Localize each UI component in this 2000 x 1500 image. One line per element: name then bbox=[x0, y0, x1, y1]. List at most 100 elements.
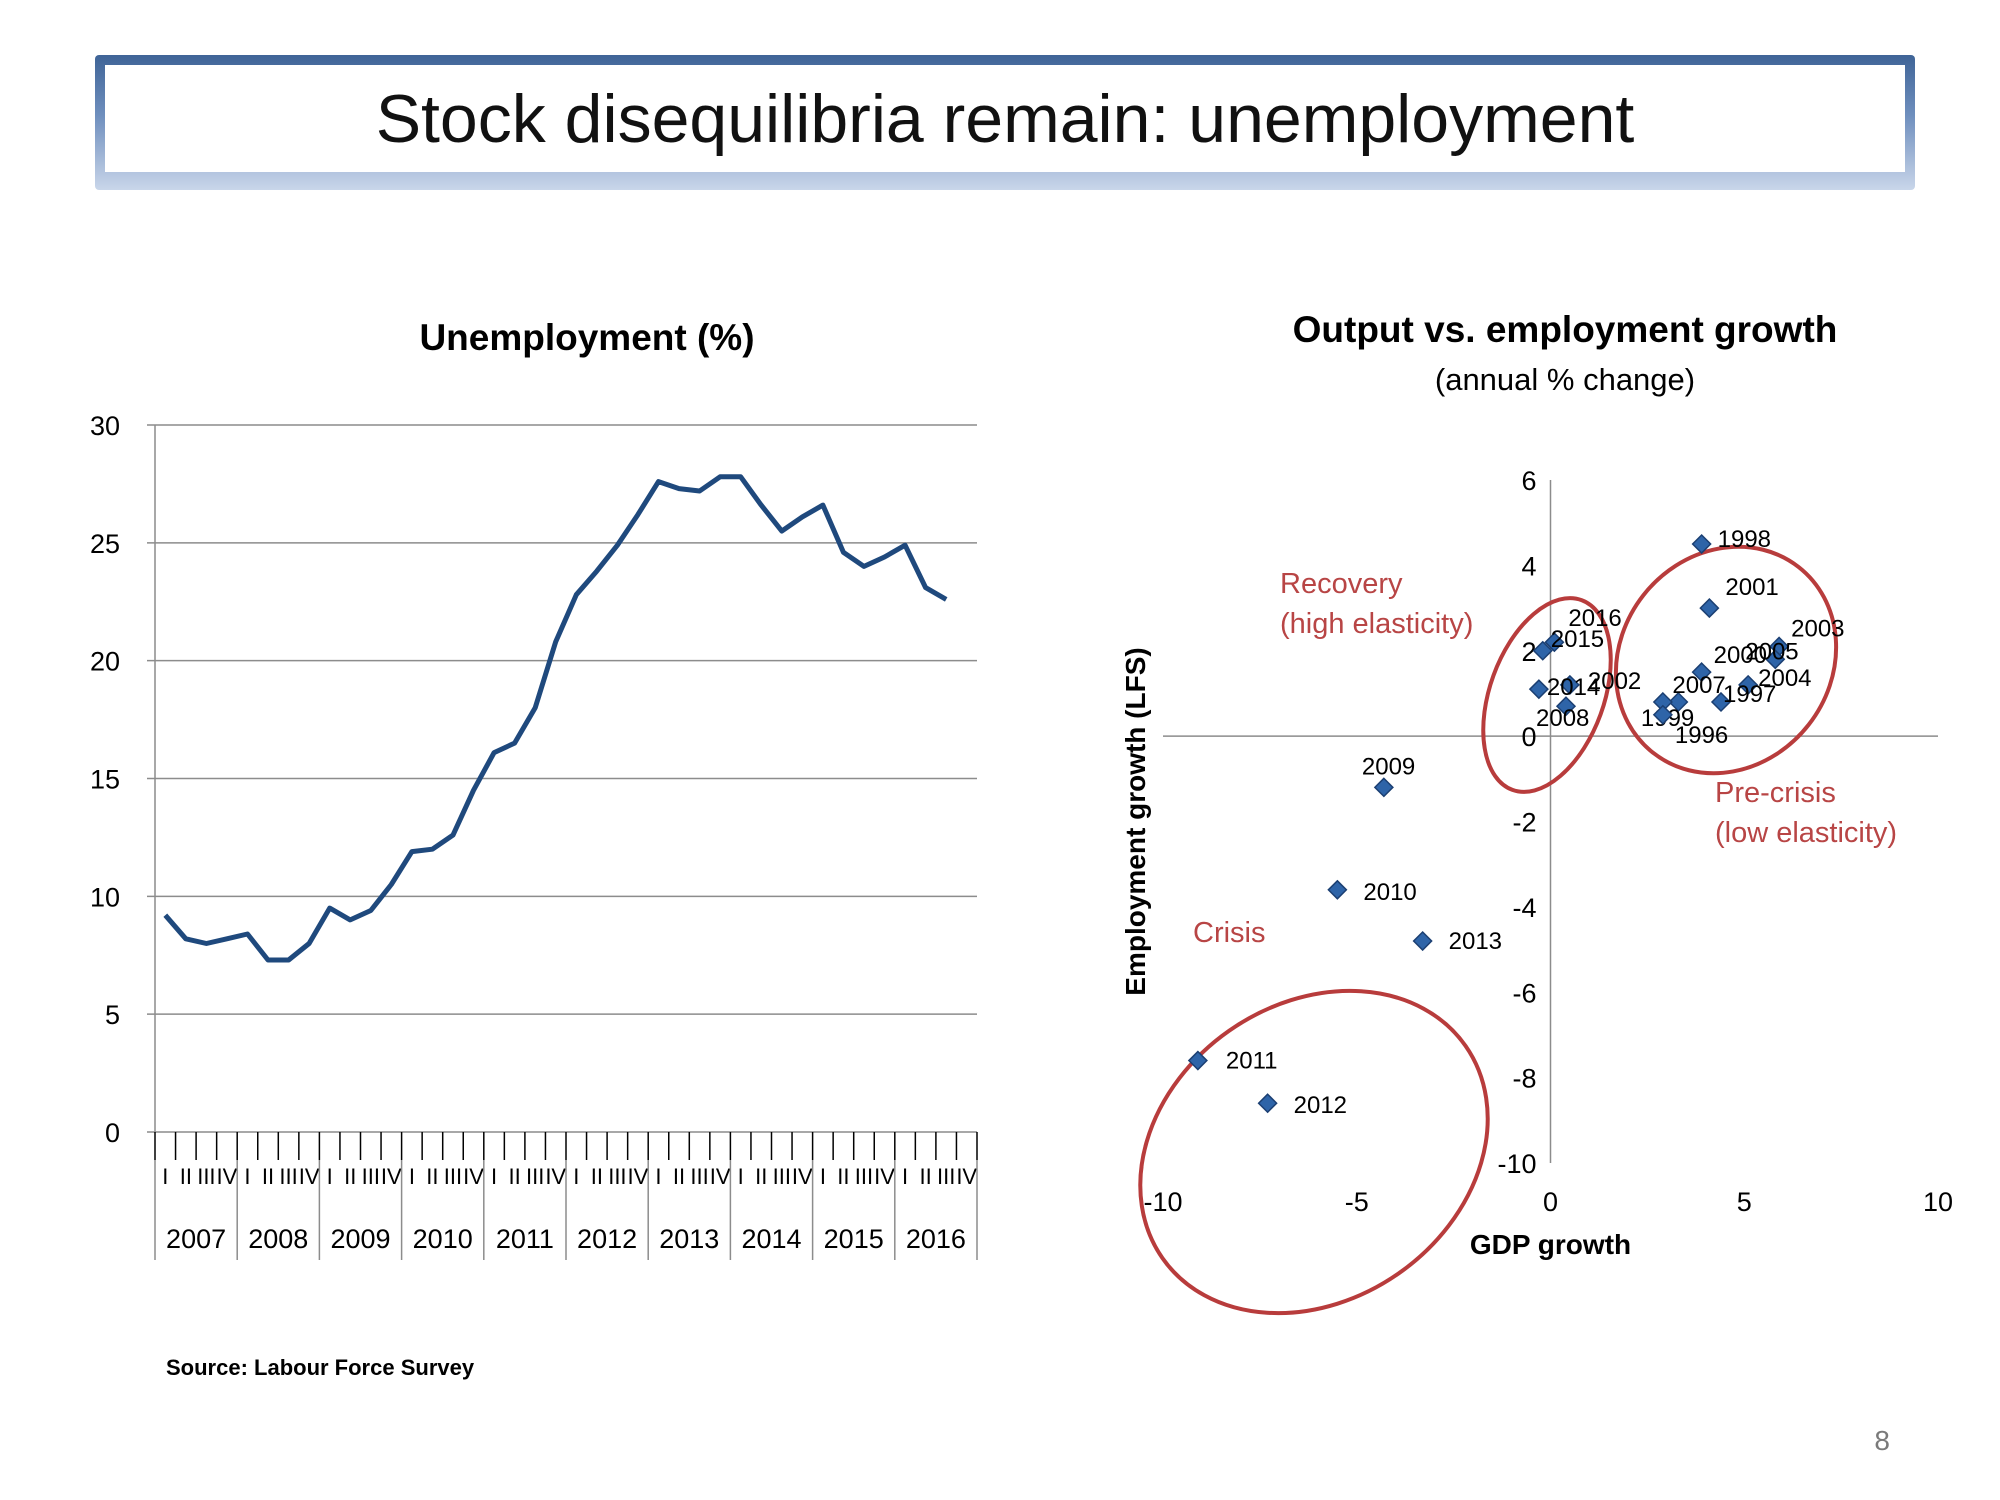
year-label: 2012 bbox=[577, 1224, 637, 1254]
point-label: 2008 bbox=[1536, 705, 1589, 732]
scatter-y-tick-label: 6 bbox=[1521, 466, 1536, 496]
y-tick-label: 0 bbox=[105, 1118, 120, 1148]
annotation-text: Crisis bbox=[1193, 917, 1266, 949]
quarter-label: II bbox=[837, 1164, 849, 1189]
year-label: 2009 bbox=[330, 1224, 390, 1254]
point-label: 2007 bbox=[1672, 672, 1725, 699]
quarter-label: III bbox=[279, 1164, 297, 1189]
quarter-label: IV bbox=[217, 1164, 238, 1189]
scatter-x-axis-label: GDP growth bbox=[1470, 1229, 1631, 1260]
scatter-point bbox=[1555, 696, 1577, 717]
quarter-label: II bbox=[509, 1164, 521, 1189]
scatter-point bbox=[1710, 691, 1732, 713]
scatter-y-tick-label: -4 bbox=[1512, 893, 1536, 923]
quarter-label: III bbox=[197, 1164, 215, 1189]
point-label: 2000 bbox=[1714, 642, 1767, 669]
year-label: 2014 bbox=[741, 1224, 801, 1254]
scatter-point bbox=[1691, 662, 1712, 683]
y-tick-label: 25 bbox=[90, 529, 120, 559]
y-tick-label: 20 bbox=[90, 647, 120, 677]
year-label: 2016 bbox=[906, 1224, 966, 1254]
scatter-point bbox=[1738, 674, 1759, 695]
scatter-subtitle: (annual % change) bbox=[1435, 362, 1695, 397]
scatter-title: Output vs. employment growth bbox=[1293, 309, 1838, 350]
quarter-label: IV bbox=[299, 1164, 320, 1189]
scatter-point bbox=[1652, 704, 1673, 725]
quarter-label: IV bbox=[463, 1164, 484, 1189]
scatter-x-tick-label: -5 bbox=[1345, 1187, 1369, 1217]
quarter-label: II bbox=[180, 1164, 192, 1189]
y-tick-label: 15 bbox=[90, 765, 120, 795]
crisis-ellipse bbox=[1138, 988, 1490, 1316]
annotation-text: Recovery bbox=[1280, 568, 1403, 600]
point-label: 2014 bbox=[1547, 674, 1600, 701]
scatter-y-tick-label: -10 bbox=[1497, 1149, 1536, 1179]
page-number: 8 bbox=[1874, 1425, 1890, 1456]
quarter-label: II bbox=[591, 1164, 603, 1189]
y-tick-label: 10 bbox=[90, 882, 120, 912]
quarter-label: II bbox=[920, 1164, 932, 1189]
annotation-text: (low elasticity) bbox=[1715, 817, 1897, 849]
quarter-label: II bbox=[426, 1164, 438, 1189]
quarter-label: I bbox=[738, 1164, 744, 1189]
year-label: 2007 bbox=[166, 1224, 226, 1254]
source-note: Source: Labour Force Survey bbox=[166, 1355, 475, 1380]
quarter-label: I bbox=[820, 1164, 826, 1189]
scatter-point bbox=[1699, 598, 1720, 619]
scatter-x-tick-label: 0 bbox=[1543, 1187, 1558, 1217]
scatter-point bbox=[1373, 777, 1394, 798]
point-label: 2016 bbox=[1568, 605, 1621, 632]
scatter-point bbox=[1765, 649, 1786, 670]
year-label: 2010 bbox=[413, 1224, 473, 1254]
year-label: 2013 bbox=[659, 1224, 719, 1254]
point-label: 2003 bbox=[1791, 615, 1844, 642]
quarter-label: III bbox=[362, 1164, 380, 1189]
point-label: 1996 bbox=[1675, 722, 1728, 749]
scatter-point bbox=[1668, 691, 1689, 713]
scatter-point bbox=[1412, 930, 1433, 952]
quarter-label: IV bbox=[956, 1164, 977, 1189]
point-label: 2010 bbox=[1363, 879, 1416, 906]
quarter-label: IV bbox=[545, 1164, 566, 1189]
scatter-y-tick-label: -2 bbox=[1512, 808, 1536, 838]
point-label: 2012 bbox=[1294, 1092, 1347, 1119]
quarter-label: III bbox=[608, 1164, 626, 1189]
year-label: 2008 bbox=[248, 1224, 308, 1254]
scatter-point bbox=[1691, 533, 1712, 555]
point-label: 1997 bbox=[1723, 681, 1776, 708]
quarter-label: II bbox=[344, 1164, 356, 1189]
title-banner: Stock disequilibria remain: unemployment bbox=[95, 55, 1915, 190]
slide-title: Stock disequilibria remain: unemployment bbox=[375, 80, 1635, 157]
scatter-point bbox=[1544, 632, 1565, 653]
quarter-label: I bbox=[655, 1164, 661, 1189]
y-tick-label: 30 bbox=[90, 411, 120, 441]
quarter-label: IV bbox=[381, 1164, 402, 1189]
year-label: 2011 bbox=[496, 1224, 554, 1254]
quarter-label: III bbox=[690, 1164, 708, 1189]
scatter-y-tick-label: -6 bbox=[1512, 978, 1536, 1008]
scatter-y-tick-label: 0 bbox=[1521, 722, 1536, 752]
annotation-text: (high elasticity) bbox=[1280, 608, 1473, 640]
quarter-label: III bbox=[773, 1164, 791, 1189]
quarter-label: I bbox=[491, 1164, 497, 1189]
point-label: 2004 bbox=[1758, 665, 1811, 692]
scatter-point bbox=[1187, 1050, 1208, 1071]
point-label: 2001 bbox=[1725, 574, 1778, 601]
annotation-text: Pre-crisis bbox=[1715, 777, 1836, 809]
recovery-ellipse bbox=[1481, 596, 1613, 794]
quarter-label: IV bbox=[792, 1164, 813, 1189]
quarter-label: I bbox=[244, 1164, 250, 1189]
unemployment-line bbox=[163, 474, 948, 963]
line-chart-title: Unemployment (%) bbox=[419, 317, 754, 358]
quarter-label: III bbox=[444, 1164, 462, 1189]
quarter-label: I bbox=[327, 1164, 333, 1189]
scatter-x-tick-label: 10 bbox=[1923, 1187, 1953, 1217]
point-label: 2009 bbox=[1362, 753, 1415, 780]
quarter-label: III bbox=[526, 1164, 544, 1189]
point-label: 2015 bbox=[1551, 626, 1604, 653]
quarter-label: II bbox=[755, 1164, 767, 1189]
scatter-point bbox=[1559, 674, 1580, 695]
quarter-label: IV bbox=[874, 1164, 895, 1189]
point-label: 1998 bbox=[1718, 526, 1771, 553]
